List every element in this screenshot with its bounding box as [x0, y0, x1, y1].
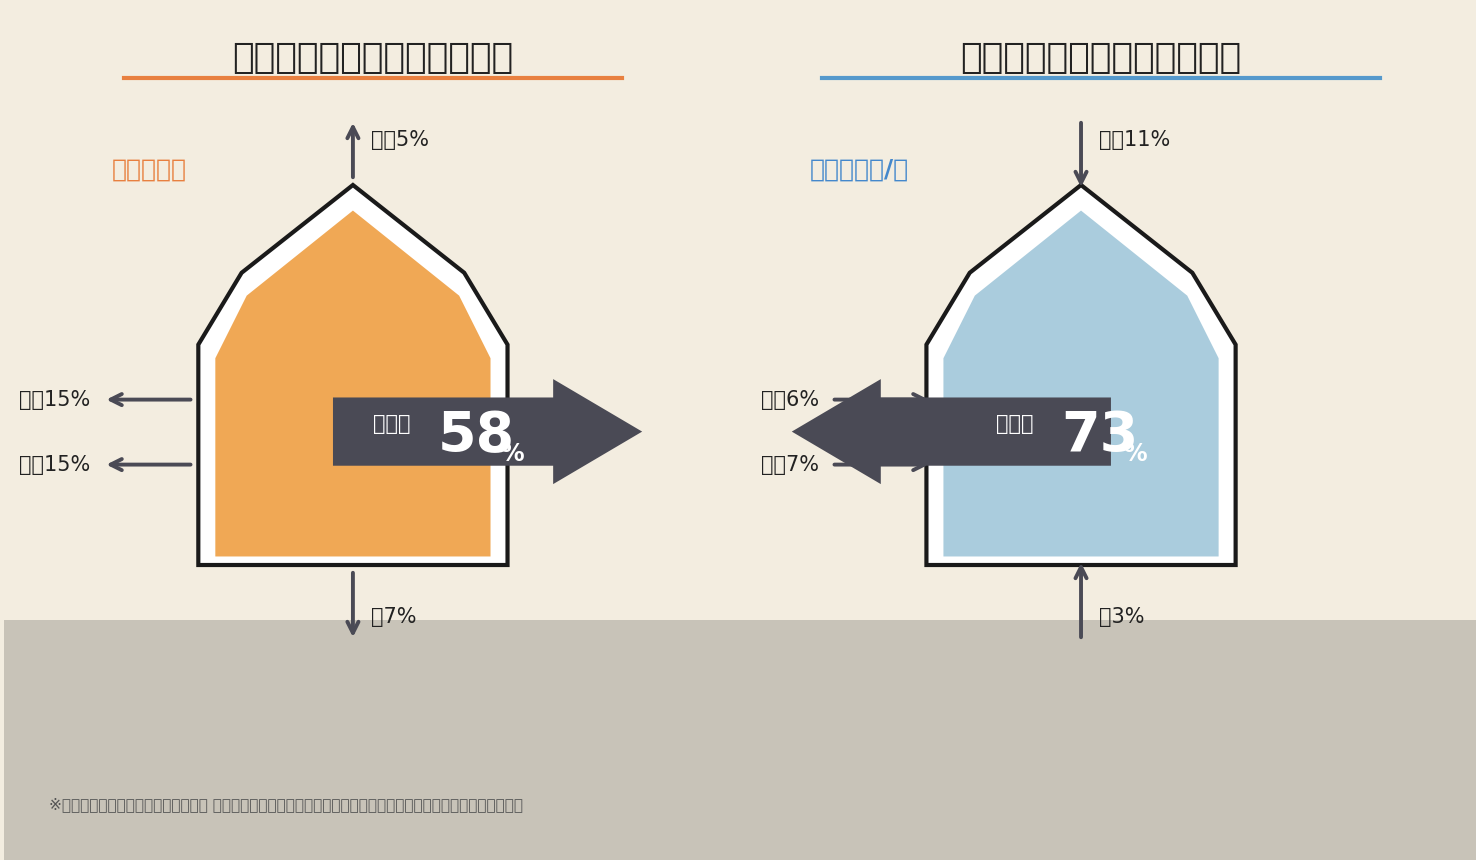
Polygon shape — [943, 211, 1219, 556]
Text: 開口部: 開口部 — [373, 414, 410, 433]
Text: 屋根5%: 屋根5% — [370, 130, 430, 150]
Text: %: % — [500, 441, 524, 465]
Text: 開口部: 開口部 — [996, 414, 1033, 433]
Polygon shape — [791, 379, 1111, 484]
Bar — [4, 620, 1476, 860]
Text: 58: 58 — [438, 408, 515, 463]
Text: 換気15%: 換気15% — [19, 390, 90, 409]
Text: 換気6%: 換気6% — [760, 390, 819, 409]
Text: 床7%: 床7% — [370, 607, 416, 627]
Polygon shape — [334, 379, 642, 484]
Text: 夏の冷房時/昼: 夏の冷房時/昼 — [810, 158, 909, 182]
Polygon shape — [198, 185, 508, 565]
Text: 床3%: 床3% — [1100, 607, 1144, 627]
Polygon shape — [927, 185, 1235, 565]
Text: 室内から外に熱が逃げる割合: 室内から外に熱が逃げる割合 — [232, 41, 514, 75]
Text: %: % — [1123, 441, 1147, 465]
Text: 73: 73 — [1061, 408, 1138, 463]
Text: 外壁7%: 外壁7% — [760, 455, 819, 475]
Text: 外壁15%: 外壁15% — [19, 455, 90, 475]
Polygon shape — [215, 211, 490, 556]
Text: ※出典：日本建材・住宅設備産業協会 省エネルギー建材普及促進センター「省エネ建材で、快適な家、健康な家」: ※出典：日本建材・住宅設備産業協会 省エネルギー建材普及促進センター「省エネ建材… — [49, 797, 523, 813]
Text: 外の熱が室内に入り込む割合: 外の熱が室内に入り込む割合 — [961, 41, 1241, 75]
Text: 屋根11%: 屋根11% — [1100, 130, 1170, 150]
Text: 冬の暖房時: 冬の暖房時 — [112, 158, 186, 182]
